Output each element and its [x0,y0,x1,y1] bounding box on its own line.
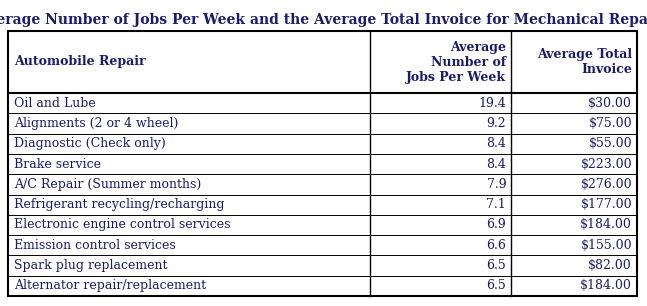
Text: Alignments (2 or 4 wheel): Alignments (2 or 4 wheel) [14,117,179,130]
Text: Brake service: Brake service [14,158,101,170]
Text: Average Number of Jobs Per Week and the Average Total Invoice for Mechanical Rep: Average Number of Jobs Per Week and the … [0,13,647,27]
Text: A/C Repair (Summer months): A/C Repair (Summer months) [14,178,201,191]
Text: Automobile Repair: Automobile Repair [14,55,146,69]
Text: $276.00: $276.00 [580,178,632,191]
Text: Average Total
Invoice: Average Total Invoice [537,48,632,76]
Text: Diagnostic (Check only): Diagnostic (Check only) [14,137,166,150]
Text: 6.6: 6.6 [487,239,506,252]
Text: $55.00: $55.00 [588,137,632,150]
Text: $82.00: $82.00 [588,259,632,272]
Text: $155.00: $155.00 [580,239,632,252]
Text: 8.4: 8.4 [487,137,506,150]
Text: 6.9: 6.9 [487,218,506,231]
Text: $177.00: $177.00 [580,198,632,211]
Text: 7.9: 7.9 [487,178,506,191]
Text: $223.00: $223.00 [580,158,632,170]
Text: 9.2: 9.2 [487,117,506,130]
Text: 6.5: 6.5 [487,259,506,272]
Text: Refrigerant recycling/recharging: Refrigerant recycling/recharging [14,198,225,211]
Text: $30.00: $30.00 [588,97,632,110]
Text: Electronic engine control services: Electronic engine control services [14,218,230,231]
Text: $75.00: $75.00 [588,117,632,130]
Text: $184.00: $184.00 [580,218,632,231]
Text: Oil and Lube: Oil and Lube [14,97,96,110]
Text: Average
Number of
Jobs Per Week: Average Number of Jobs Per Week [406,40,506,84]
Text: 6.5: 6.5 [487,279,506,292]
Text: $184.00: $184.00 [580,279,632,292]
Text: Spark plug replacement: Spark plug replacement [14,259,168,272]
Text: Alternator repair/replacement: Alternator repair/replacement [14,279,206,292]
Text: 19.4: 19.4 [478,97,506,110]
Text: Emission control services: Emission control services [14,239,176,252]
Bar [8,31,637,296]
Text: 8.4: 8.4 [487,158,506,170]
Text: 7.1: 7.1 [487,198,506,211]
